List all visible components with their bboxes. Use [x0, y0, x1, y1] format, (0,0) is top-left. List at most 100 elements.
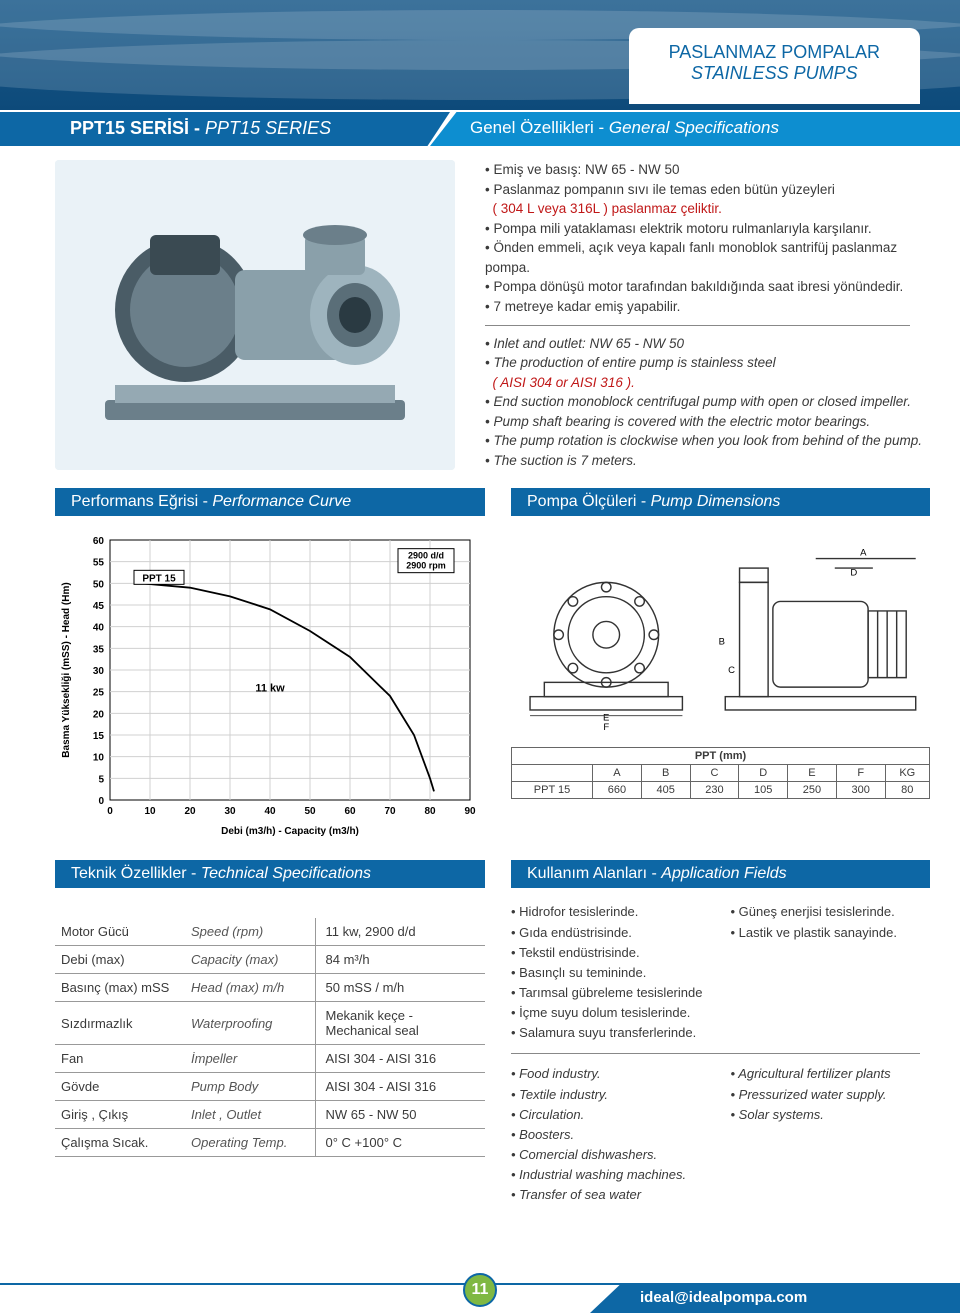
pump-photo — [55, 160, 455, 470]
tech-row: Motor GücüSpeed (rpm)11 kw, 2900 d/d — [55, 918, 485, 946]
ppt-col: C — [690, 764, 739, 781]
svg-text:2900 d/d: 2900 d/d — [408, 551, 444, 561]
spec-tr-3: Pompa mili yataklaması elektrik motoru r… — [485, 219, 930, 239]
tech-row: Debi (max)Capacity (max)84 m³/h — [55, 946, 485, 974]
section-applications: Kullanım Alanları - Application Fields — [511, 860, 930, 888]
svg-text:30: 30 — [93, 666, 105, 677]
spec-tr-5: Pompa dönüşü motor tarafından bakıldığın… — [485, 277, 930, 297]
series-bar: PPT15 SERİSİ - PPT15 SERIES Genel Özelli… — [0, 112, 960, 146]
svg-text:15: 15 — [93, 731, 105, 742]
svg-text:25: 25 — [93, 688, 105, 699]
spec-en-5: The pump rotation is clockwise when you … — [485, 431, 930, 451]
svg-text:Basma Yüksekliği (mSS) - Head: Basma Yüksekliği (mSS) - Head (Hm) — [61, 583, 72, 758]
svg-text:20: 20 — [184, 806, 196, 817]
svg-text:Debi (m3/h) - Capacity (m3/h): Debi (m3/h) - Capacity (m3/h) — [221, 826, 359, 837]
spec-en-0: Inlet and outlet: NW 65 - NW 50 — [485, 334, 930, 354]
ppt-cell: 250 — [788, 781, 837, 798]
app-en-item: Textile industry. — [511, 1085, 711, 1105]
section-performance: Performans Eğrisi - Performance Curve — [55, 488, 485, 516]
svg-text:A: A — [860, 548, 867, 559]
app-en-item: Pressurized water supply. — [731, 1085, 931, 1105]
ppt-col — [512, 764, 593, 781]
svg-text:45: 45 — [93, 601, 105, 612]
page-number: 11 — [463, 1273, 497, 1307]
tech-row: Basınç (max) mSSHead (max) m/h50 mSS / m… — [55, 974, 485, 1002]
svg-text:C: C — [728, 665, 735, 676]
ppt-col: E — [788, 764, 837, 781]
technical-specs-table: Motor GücüSpeed (rpm)11 kw, 2900 d/dDebi… — [55, 918, 485, 1157]
svg-text:50: 50 — [93, 580, 105, 591]
ppt-col: KG — [885, 764, 929, 781]
svg-text:0: 0 — [107, 806, 113, 817]
tech-row: Giriş , ÇıkışInlet , OutletNW 65 - NW 50 — [55, 1101, 485, 1129]
svg-text:11 kw: 11 kw — [255, 683, 285, 695]
svg-text:55: 55 — [93, 558, 105, 569]
ppt-col: B — [641, 764, 690, 781]
svg-text:B: B — [719, 637, 725, 648]
svg-text:20: 20 — [93, 710, 105, 721]
svg-text:PPT 15: PPT 15 — [142, 574, 176, 585]
app-en-item: Circulation. — [511, 1105, 711, 1125]
svg-text:80: 80 — [424, 806, 436, 817]
app-tr-item: Tarımsal gübreleme tesislerinde — [511, 983, 711, 1003]
tech-row: FanİmpellerAISI 304 - AISI 316 — [55, 1045, 485, 1073]
app-tr-item: İçme suyu dolum tesislerinde. — [511, 1003, 711, 1023]
general-specs-text: Emiş ve basış: NW 65 - NW 50 Paslanmaz p… — [485, 160, 930, 470]
spec-en-3: End suction monoblock centrifugal pump w… — [485, 392, 930, 412]
ppt-col: A — [593, 764, 642, 781]
ppt-cell: 80 — [885, 781, 929, 798]
app-en-item: Agricultural fertilizer plants — [731, 1064, 931, 1084]
spec-tr-4: Önden emmeli, açık veya kapalı fanlı mon… — [485, 238, 930, 277]
spec-tr-6: 7 metreye kadar emiş yapabilir. — [485, 297, 930, 317]
series-title-tr: PPT15 SERİSİ - — [70, 118, 205, 138]
performance-chart: 0102030405060708090051015202530354045505… — [55, 530, 485, 840]
spec-tr-1: Paslanmaz pompanın sıvı ile temas eden b… — [485, 180, 930, 219]
spec-tr-0: Emiş ve basış: NW 65 - NW 50 — [485, 160, 930, 180]
app-en-item: Transfer of sea water — [511, 1185, 711, 1205]
dimension-drawings: F E A — [511, 530, 930, 799]
app-tr-item: Lastik ve plastik sanayinde. — [731, 923, 931, 943]
header-line1: PASLANMAZ POMPALAR — [669, 42, 880, 63]
app-en-item: Comercial dishwashers. — [511, 1145, 711, 1165]
ppt-cell: 405 — [641, 781, 690, 798]
series-title: PPT15 SERİSİ - PPT15 SERIES — [0, 112, 450, 146]
dimensions-table: PPT (mm) ABCDEFKG PPT 156604052301052503… — [511, 747, 930, 799]
app-tr-item: Hidrofor tesislerinde. — [511, 902, 711, 922]
app-tr-item: Basınçlı su temininde. — [511, 963, 711, 983]
svg-text:60: 60 — [93, 536, 105, 547]
svg-text:2900 rpm: 2900 rpm — [406, 561, 446, 571]
general-specs-en: General Specifications — [609, 118, 779, 137]
svg-text:5: 5 — [98, 775, 104, 786]
footer-email: ideal@idealpompa.com — [590, 1285, 960, 1313]
app-tr-item: Güneş enerjisi tesislerinde. — [731, 902, 931, 922]
application-lists: Hidrofor tesislerinde.Gıda endüstrisinde… — [511, 902, 930, 1205]
svg-text:E: E — [603, 713, 609, 724]
app-tr-item: Gıda endüstrisinde. — [511, 923, 711, 943]
tech-row: Çalışma Sıcak.Operating Temp.0° C +100° … — [55, 1129, 485, 1157]
app-en-item: Food industry. — [511, 1064, 711, 1084]
footer: 11 ideal@idealpompa.com — [0, 1273, 960, 1313]
section-dimensions: Pompa Ölçüleri - Pump Dimensions — [511, 488, 930, 516]
ppt-cell: 660 — [593, 781, 642, 798]
ppt-col: F — [836, 764, 885, 781]
app-en-item: Boosters. — [511, 1125, 711, 1145]
app-tr-item: Salamura suyu transferlerinde. — [511, 1023, 711, 1043]
spec-en-1: The production of entire pump is stainle… — [485, 353, 930, 392]
header-line2: STAINLESS PUMPS — [669, 63, 880, 84]
tech-row: SızdırmazlıkWaterproofingMekanik keçe - … — [55, 1002, 485, 1045]
app-tr-item: Tekstil endüstrisinde. — [511, 943, 711, 963]
svg-text:0: 0 — [98, 796, 104, 807]
ppt-cell: 230 — [690, 781, 739, 798]
svg-text:D: D — [850, 568, 857, 579]
ppt-cell: 105 — [739, 781, 788, 798]
ppt-cell: PPT 15 — [512, 781, 593, 798]
svg-text:40: 40 — [93, 623, 105, 634]
header-pill: PASLANMAZ POMPALAR STAINLESS PUMPS — [629, 28, 920, 104]
svg-text:90: 90 — [464, 806, 476, 817]
svg-text:50: 50 — [304, 806, 316, 817]
svg-text:10: 10 — [93, 753, 105, 764]
tech-row: GövdePump BodyAISI 304 - AISI 316 — [55, 1073, 485, 1101]
ppt-table-header: PPT (mm) — [512, 747, 930, 764]
spec-en-6: The suction is 7 meters. — [485, 451, 930, 471]
svg-text:F: F — [603, 722, 609, 733]
